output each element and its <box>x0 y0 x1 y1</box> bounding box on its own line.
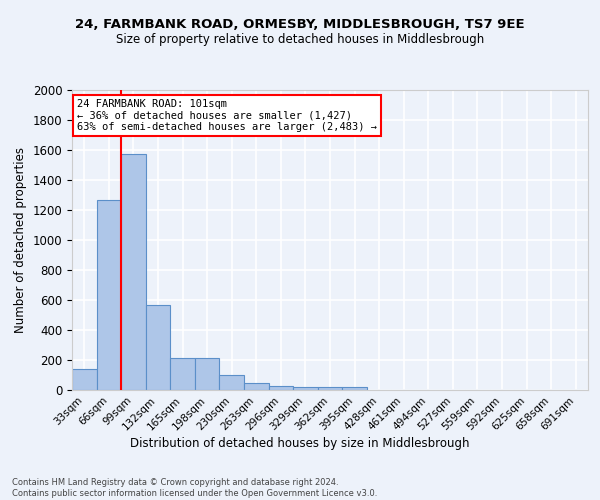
Bar <box>293 387 318 390</box>
Text: 24, FARMBANK ROAD, ORMESBY, MIDDLESBROUGH, TS7 9EE: 24, FARMBANK ROAD, ORMESBY, MIDDLESBROUG… <box>75 18 525 30</box>
Bar <box>244 382 269 390</box>
Y-axis label: Number of detached properties: Number of detached properties <box>14 147 27 333</box>
Text: 24 FARMBANK ROAD: 101sqm
← 36% of detached houses are smaller (1,427)
63% of sem: 24 FARMBANK ROAD: 101sqm ← 36% of detach… <box>77 99 377 132</box>
Bar <box>121 154 146 390</box>
Bar <box>195 358 220 390</box>
Text: Distribution of detached houses by size in Middlesbrough: Distribution of detached houses by size … <box>130 438 470 450</box>
Text: Size of property relative to detached houses in Middlesbrough: Size of property relative to detached ho… <box>116 32 484 46</box>
Bar <box>220 376 244 390</box>
Bar <box>170 358 195 390</box>
Bar <box>318 387 342 390</box>
Text: Contains HM Land Registry data © Crown copyright and database right 2024.
Contai: Contains HM Land Registry data © Crown c… <box>12 478 377 498</box>
Bar <box>97 200 121 390</box>
Bar <box>269 386 293 390</box>
Bar <box>342 387 367 390</box>
Bar <box>72 370 97 390</box>
Bar <box>146 304 170 390</box>
